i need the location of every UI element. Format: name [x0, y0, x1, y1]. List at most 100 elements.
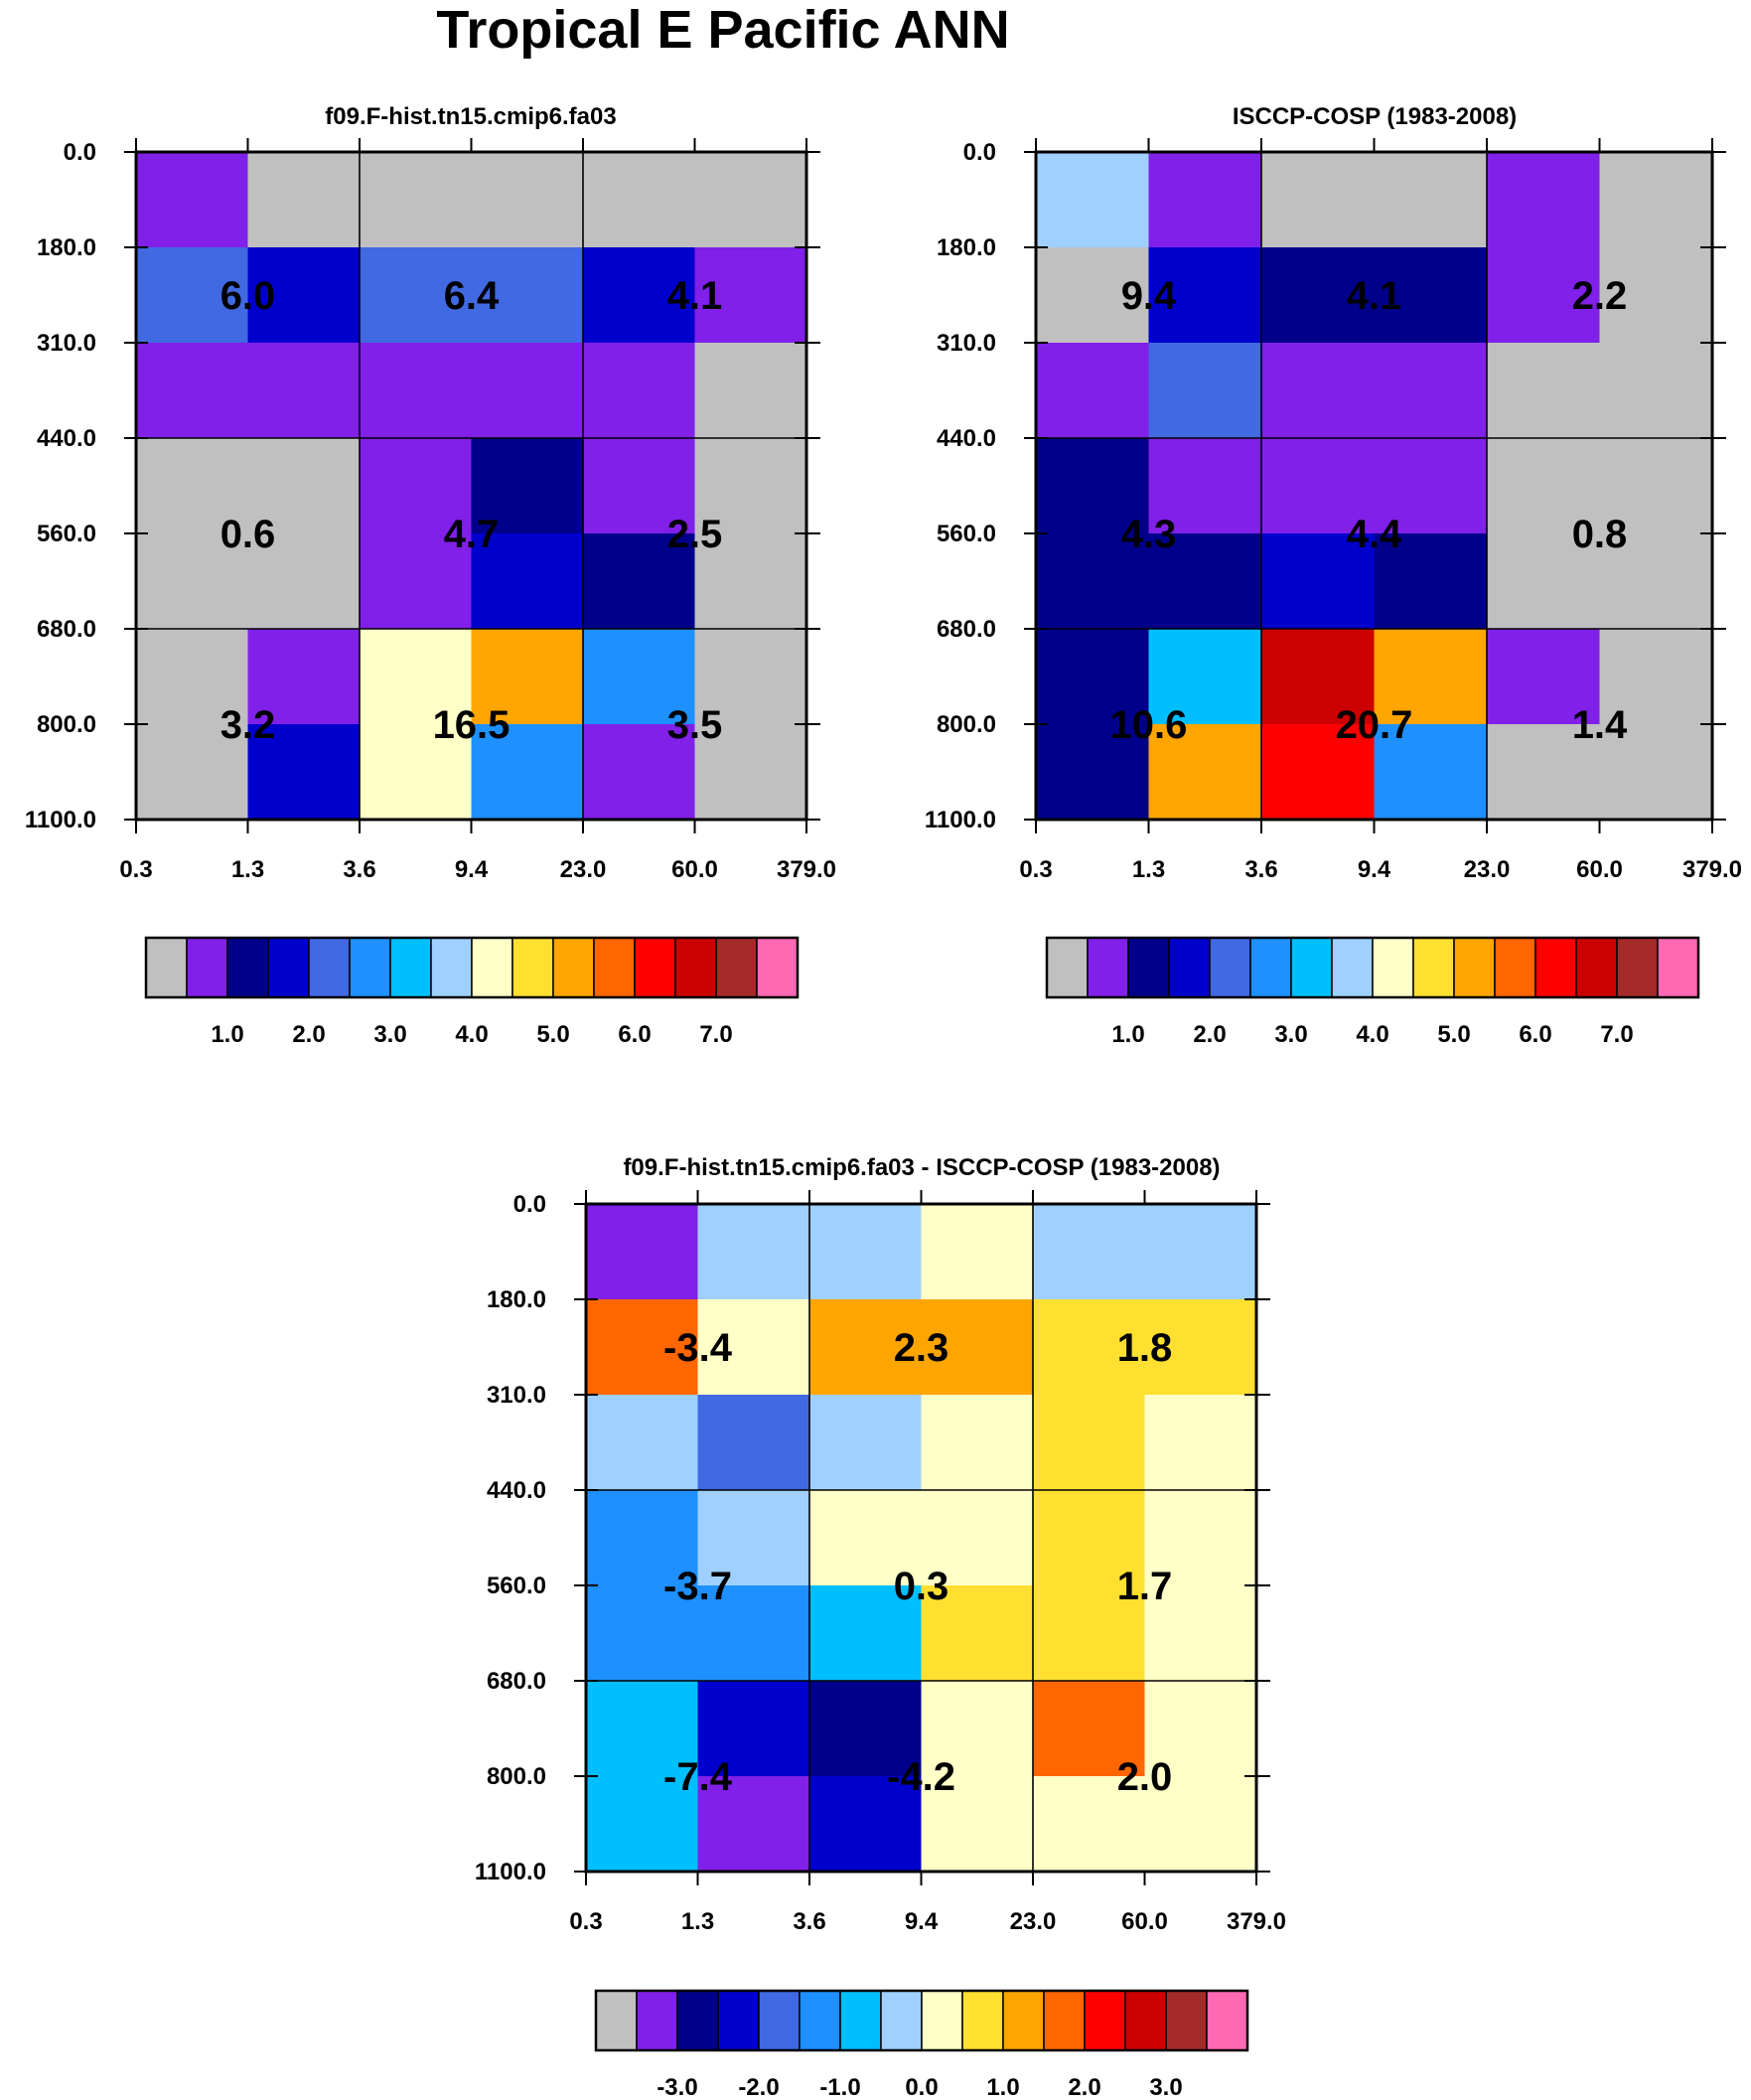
x-tick-label: 3.6: [793, 1908, 825, 1935]
colorbar-swatch: [1534, 937, 1577, 998]
colorbar-swatch: [593, 937, 636, 998]
heatmap-cell: [1487, 629, 1601, 725]
heatmap-cell: [1036, 533, 1150, 630]
colorbar-swatch: [1084, 1990, 1126, 2051]
heatmap-cell: [1144, 1585, 1257, 1682]
box-value-label: 2.3: [894, 1326, 949, 1370]
heatmap-cell: [360, 629, 473, 725]
box-value-label: 6.0: [220, 274, 276, 318]
colorbar-swatch: [961, 1990, 1004, 2051]
box-value-label: -4.2: [887, 1755, 955, 1799]
heatmap-cell: [809, 1585, 923, 1682]
colorbar-tick-label: 7.0: [699, 1021, 732, 1048]
box-value-label: 4.7: [444, 513, 500, 556]
box-value-label: 0.8: [1572, 513, 1628, 556]
colorbar-swatch: [1412, 937, 1455, 998]
heatmap-cell: [1144, 1681, 1257, 1777]
colorbar-swatch: [1249, 937, 1292, 998]
y-tick-label: 680.0: [37, 616, 96, 643]
heatmap-cell: [471, 533, 584, 630]
heatmap-cell: [247, 629, 361, 725]
heatmap-cell: [583, 724, 696, 821]
colorbar-swatch: [676, 1990, 719, 2051]
panel-title: ISCCP-COSP (1983-2008): [1233, 103, 1517, 130]
panel-title: f09.F-hist.tn15.cmip6.fa03: [325, 103, 616, 130]
colorbar-tick-label: 1.0: [1111, 1021, 1144, 1048]
heatmap-cell: [1374, 247, 1488, 344]
y-tick-label: 0.0: [963, 139, 996, 166]
colorbar-swatch: [839, 1990, 882, 2051]
x-tick-label: 23.0: [1010, 1908, 1057, 1935]
heatmap-cell: [1148, 152, 1262, 248]
box-value-label: 16.5: [433, 703, 511, 747]
heatmap-cell: [471, 724, 584, 821]
heatmap-cell: [809, 1299, 923, 1396]
box-value-label: -3.4: [663, 1326, 733, 1370]
heatmap-cell: [694, 247, 807, 344]
heatmap-cell: [1148, 533, 1262, 630]
x-tick-label: 9.4: [905, 1908, 939, 1935]
heatmap-cell: [1599, 629, 1713, 725]
heatmap-cell: [586, 1681, 699, 1777]
heatmap-cell: [1036, 152, 1150, 248]
heatmap-cell: [1374, 152, 1488, 248]
x-tick-label: 3.6: [343, 856, 375, 883]
y-tick-label: 440.0: [487, 1477, 546, 1504]
heatmap-cell: [1033, 1585, 1146, 1682]
box-value-label: 3.2: [220, 703, 276, 747]
heatmap-cell: [471, 438, 584, 534]
heatmap-cell: [1487, 724, 1601, 821]
colorbar-tick-label: 4.0: [1356, 1021, 1388, 1048]
heatmap-cell: [1033, 1395, 1146, 1491]
heatmap-cell: [136, 724, 249, 821]
y-tick-label: 440.0: [37, 425, 96, 452]
colorbar-tick-label: -1.0: [819, 2074, 860, 2095]
colorbar-swatch: [1290, 937, 1333, 998]
colorbar-tick-label: 1.0: [986, 2074, 1019, 2095]
colorbar-swatch: [1124, 1990, 1167, 2051]
heatmap-cell: [247, 533, 361, 630]
x-tick-label: 9.4: [1358, 856, 1391, 883]
x-tick-label: 23.0: [560, 856, 607, 883]
colorbar-tick-label: 7.0: [1600, 1021, 1633, 1048]
heatmap-cell: [1144, 1395, 1257, 1491]
heatmap-cell: [136, 629, 249, 725]
x-tick-label: 3.6: [1244, 856, 1277, 883]
heatmap-cell: [1036, 247, 1150, 344]
colorbar-tick-label: 3.0: [1149, 2074, 1182, 2095]
colorbar-swatch: [634, 937, 676, 998]
heatmap-cell: [1148, 724, 1262, 821]
y-tick-label: 0.0: [513, 1191, 546, 1218]
panel-title: f09.F-hist.tn15.cmip6.fa03 - ISCCP-COSP …: [623, 1154, 1220, 1181]
heatmap-cell: [921, 1490, 1034, 1586]
heatmap-cell: [694, 629, 807, 725]
box-value-label: 6.4: [444, 274, 500, 318]
colorbar-swatch: [1206, 1990, 1248, 2051]
heatmap-cell: [1261, 343, 1376, 439]
x-tick-label: 1.3: [1132, 856, 1165, 883]
heatmap-cell: [136, 533, 249, 630]
y-tick-label: 0.0: [64, 139, 96, 166]
heatmap-cell: [471, 343, 584, 439]
heatmap-cell: [1033, 1299, 1146, 1396]
heatmap-cell: [1599, 438, 1713, 534]
y-tick-label: 560.0: [487, 1573, 546, 1599]
colorbar-swatch: [552, 937, 595, 998]
heatmap-cell: [471, 629, 584, 725]
colorbar-swatch: [1616, 937, 1659, 998]
x-tick-label: 0.3: [119, 856, 152, 883]
colorbar-tick-label: 5.0: [536, 1021, 569, 1048]
heatmap-cell: [1148, 247, 1262, 344]
box-value-label: 3.5: [667, 703, 723, 747]
y-tick-label: 1100.0: [925, 807, 996, 833]
heatmap-cell: [1036, 724, 1150, 821]
colorbar-swatch: [1046, 937, 1089, 998]
colorbar-swatch: [1165, 1990, 1208, 2051]
heatmap-cell: [809, 1681, 923, 1777]
heatmap-cell: [1487, 247, 1601, 344]
y-tick-label: 1100.0: [475, 1859, 546, 1885]
heatmap-cell: [921, 1776, 1034, 1873]
x-tick-label: 379.0: [1682, 856, 1742, 883]
heatmap-cell: [1144, 1204, 1257, 1300]
heatmap-cell: [1261, 724, 1376, 821]
